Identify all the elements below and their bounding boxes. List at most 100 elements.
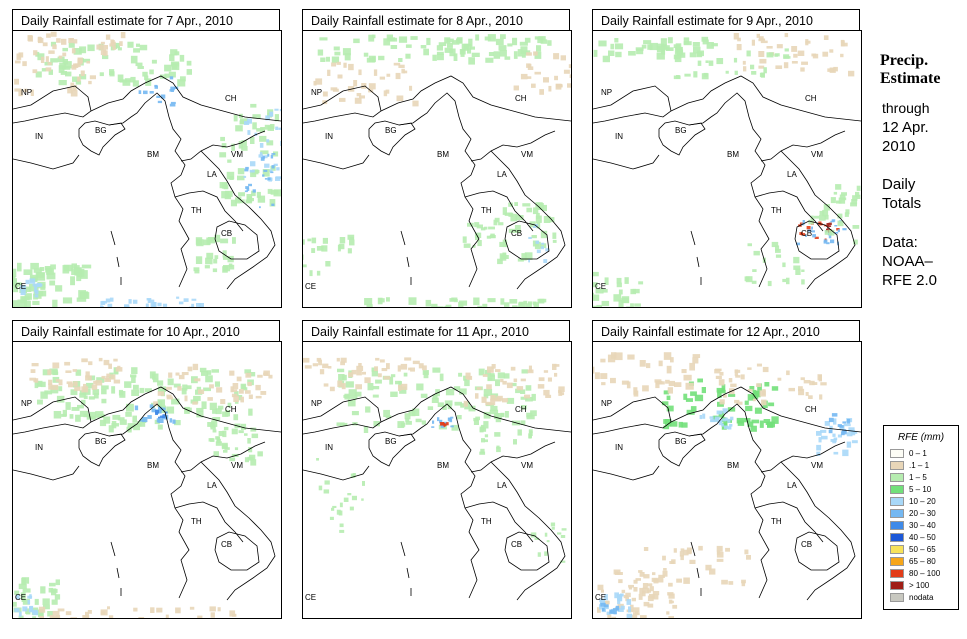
- country-border: [214, 220, 260, 260]
- rain-cell: [321, 245, 328, 252]
- rain-cell: [526, 415, 535, 420]
- rain-cell: [79, 393, 87, 398]
- rain-cell: [383, 38, 391, 46]
- rain-cell: [730, 383, 737, 388]
- rain-cell: [833, 451, 839, 455]
- rain-cell: [527, 76, 532, 79]
- rain-cell: [86, 415, 95, 420]
- rain-cell: [746, 50, 751, 57]
- rain-cell: [14, 88, 22, 92]
- rain-cell: [134, 405, 139, 411]
- rain-cell: [183, 298, 189, 302]
- rain-cell: [85, 611, 89, 618]
- rain-cell: [264, 178, 268, 180]
- rain-cell: [635, 47, 644, 51]
- rain-cell: [754, 407, 762, 414]
- legend-label: 65 – 80: [909, 557, 936, 566]
- rain-cell: [133, 426, 140, 431]
- rain-cell: [683, 374, 692, 381]
- country-label: CE: [15, 593, 26, 602]
- country-label: VM: [811, 461, 823, 470]
- rain-cell: [55, 285, 63, 292]
- rain-cell: [35, 295, 42, 299]
- rain-cell: [130, 55, 138, 64]
- rain-cell: [764, 382, 770, 387]
- legend-swatch: [890, 581, 904, 590]
- rain-cell: [782, 278, 787, 283]
- rain-cell: [444, 47, 453, 53]
- rain-cell: [630, 604, 634, 611]
- rain-cell: [442, 405, 447, 410]
- rain-cell: [193, 267, 200, 272]
- rain-cell: [325, 56, 330, 62]
- country-border: [760, 441, 846, 473]
- rain-cell: [170, 86, 175, 91]
- rain-cell: [432, 54, 437, 61]
- rain-cell: [319, 37, 328, 41]
- rain-cell: [196, 407, 204, 413]
- rain-cell: [231, 428, 238, 435]
- rain-cell: [83, 413, 91, 418]
- rain-cell: [80, 292, 85, 300]
- rain-cell: [820, 429, 827, 433]
- rain-cell: [639, 572, 645, 577]
- through-text: through: [882, 100, 930, 116]
- rain-cell: [524, 394, 531, 399]
- rain-cell: [173, 86, 179, 89]
- rain-cell: [547, 377, 552, 382]
- rain-cell: [20, 285, 27, 291]
- rain-cell: [39, 267, 45, 272]
- rain-cell: [18, 611, 22, 617]
- rain-cell: [250, 459, 257, 466]
- rain-cell: [145, 388, 152, 393]
- rain-cell: [221, 191, 230, 199]
- rain-cell: [18, 52, 24, 58]
- rain-cell: [29, 594, 32, 599]
- rain-cell: [312, 363, 318, 367]
- rain-cell: [93, 393, 99, 399]
- rain-cell: [727, 418, 731, 423]
- rain-cell: [694, 394, 704, 402]
- rain-cell: [22, 598, 30, 605]
- rain-cell: [114, 42, 120, 48]
- rain-cell: [103, 416, 111, 424]
- rain-cell: [638, 570, 643, 573]
- rain-cell: [532, 207, 539, 215]
- rain-cell: [443, 423, 446, 427]
- rain-cell: [168, 71, 176, 78]
- rain-cell: [830, 439, 837, 442]
- rain-cell: [593, 366, 595, 374]
- rain-cell: [521, 253, 527, 261]
- rain-cell: [47, 611, 54, 617]
- country-label: BM: [147, 150, 159, 159]
- panel-title: Daily Rainfall estimate for 7 Apr., 2010: [12, 9, 280, 31]
- rain-cell: [663, 568, 667, 571]
- country-label: CB: [511, 229, 522, 238]
- rain-cell: [174, 51, 180, 56]
- map-panel-apr12: Daily Rainfall estimate for 12 Apr., 201…: [592, 320, 862, 620]
- rain-cell: [563, 69, 570, 74]
- rain-cell: [56, 38, 61, 43]
- rain-cell: [841, 192, 847, 196]
- rain-cell: [763, 419, 771, 424]
- rain-cell: [267, 153, 270, 157]
- rain-cell: [248, 447, 253, 453]
- country-label: CH: [805, 94, 817, 103]
- rain-cell: [436, 306, 444, 307]
- rain-cell: [207, 237, 216, 244]
- rain-cell: [842, 430, 847, 435]
- country-border: [180, 130, 266, 162]
- rain-cell: [248, 198, 254, 202]
- rain-cell: [109, 43, 115, 47]
- rain-cell: [811, 230, 815, 233]
- rain-cell: [14, 78, 19, 85]
- country-label: TH: [771, 206, 782, 215]
- rain-cell: [668, 380, 675, 387]
- rain-cell: [643, 574, 650, 579]
- rain-cell: [737, 420, 745, 426]
- rain-cell: [375, 357, 380, 361]
- rain-cell: [311, 248, 316, 253]
- rain-cell: [412, 360, 420, 365]
- rain-cell: [604, 277, 609, 285]
- country-label: CH: [515, 94, 527, 103]
